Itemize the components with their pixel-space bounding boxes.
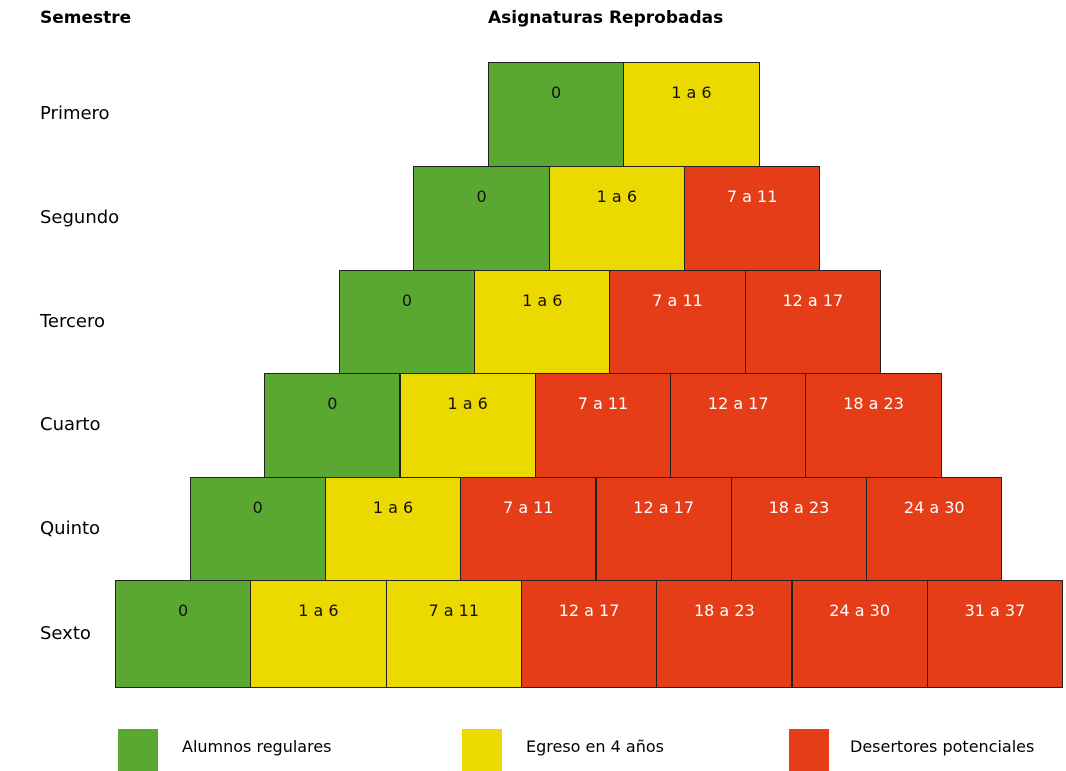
- cell: 1 a 6: [548, 166, 685, 271]
- cell: 0: [115, 580, 252, 688]
- cell: 12 a 17: [670, 373, 807, 478]
- cell: 7 a 11: [385, 580, 522, 688]
- cell: 7 a 11: [684, 166, 821, 271]
- row-label: Cuarto: [40, 414, 101, 435]
- cell: 0: [488, 62, 625, 167]
- cell: 7 a 11: [609, 270, 746, 374]
- cell: 31 a 37: [926, 580, 1064, 688]
- row-label: Segundo: [40, 207, 120, 228]
- cell: 12 a 17: [595, 477, 732, 581]
- legend-swatch: [118, 729, 158, 771]
- legend-swatch: [462, 729, 502, 771]
- cell: 1 a 6: [474, 270, 611, 374]
- cell: 24 a 30: [791, 580, 928, 688]
- row-label: Sexto: [40, 622, 91, 644]
- legend-label: Desertores potenciales: [850, 737, 1035, 756]
- row-label: Primero: [40, 103, 110, 124]
- header-left: Semestre: [40, 8, 132, 28]
- header-title: Asignaturas Reprobadas: [488, 8, 724, 28]
- row-label: Quinto: [40, 517, 101, 539]
- legend-label: Alumnos regulares: [182, 737, 332, 756]
- cell: 0: [413, 166, 550, 271]
- cell: 12 a 17: [520, 580, 658, 688]
- row-label: Tercero: [40, 310, 106, 332]
- cell: 18 a 23: [730, 477, 868, 581]
- cell: 0: [264, 373, 401, 478]
- cell: 1 a 6: [250, 580, 387, 688]
- cell: 18 a 23: [805, 373, 942, 478]
- cell: 18 a 23: [656, 580, 793, 688]
- cell: 1 a 6: [324, 477, 462, 581]
- legend-swatch: [789, 729, 829, 771]
- cell: 24 a 30: [866, 477, 1003, 581]
- cell: 0: [338, 270, 476, 374]
- cell: 1 a 6: [399, 373, 536, 478]
- cell: 7 a 11: [534, 373, 672, 478]
- cell: 0: [189, 477, 326, 581]
- cell: 12 a 17: [744, 270, 881, 374]
- legend-label: Egreso en 4 años: [526, 737, 664, 756]
- cell: 7 a 11: [460, 477, 597, 581]
- cell: 1 a 6: [623, 62, 760, 167]
